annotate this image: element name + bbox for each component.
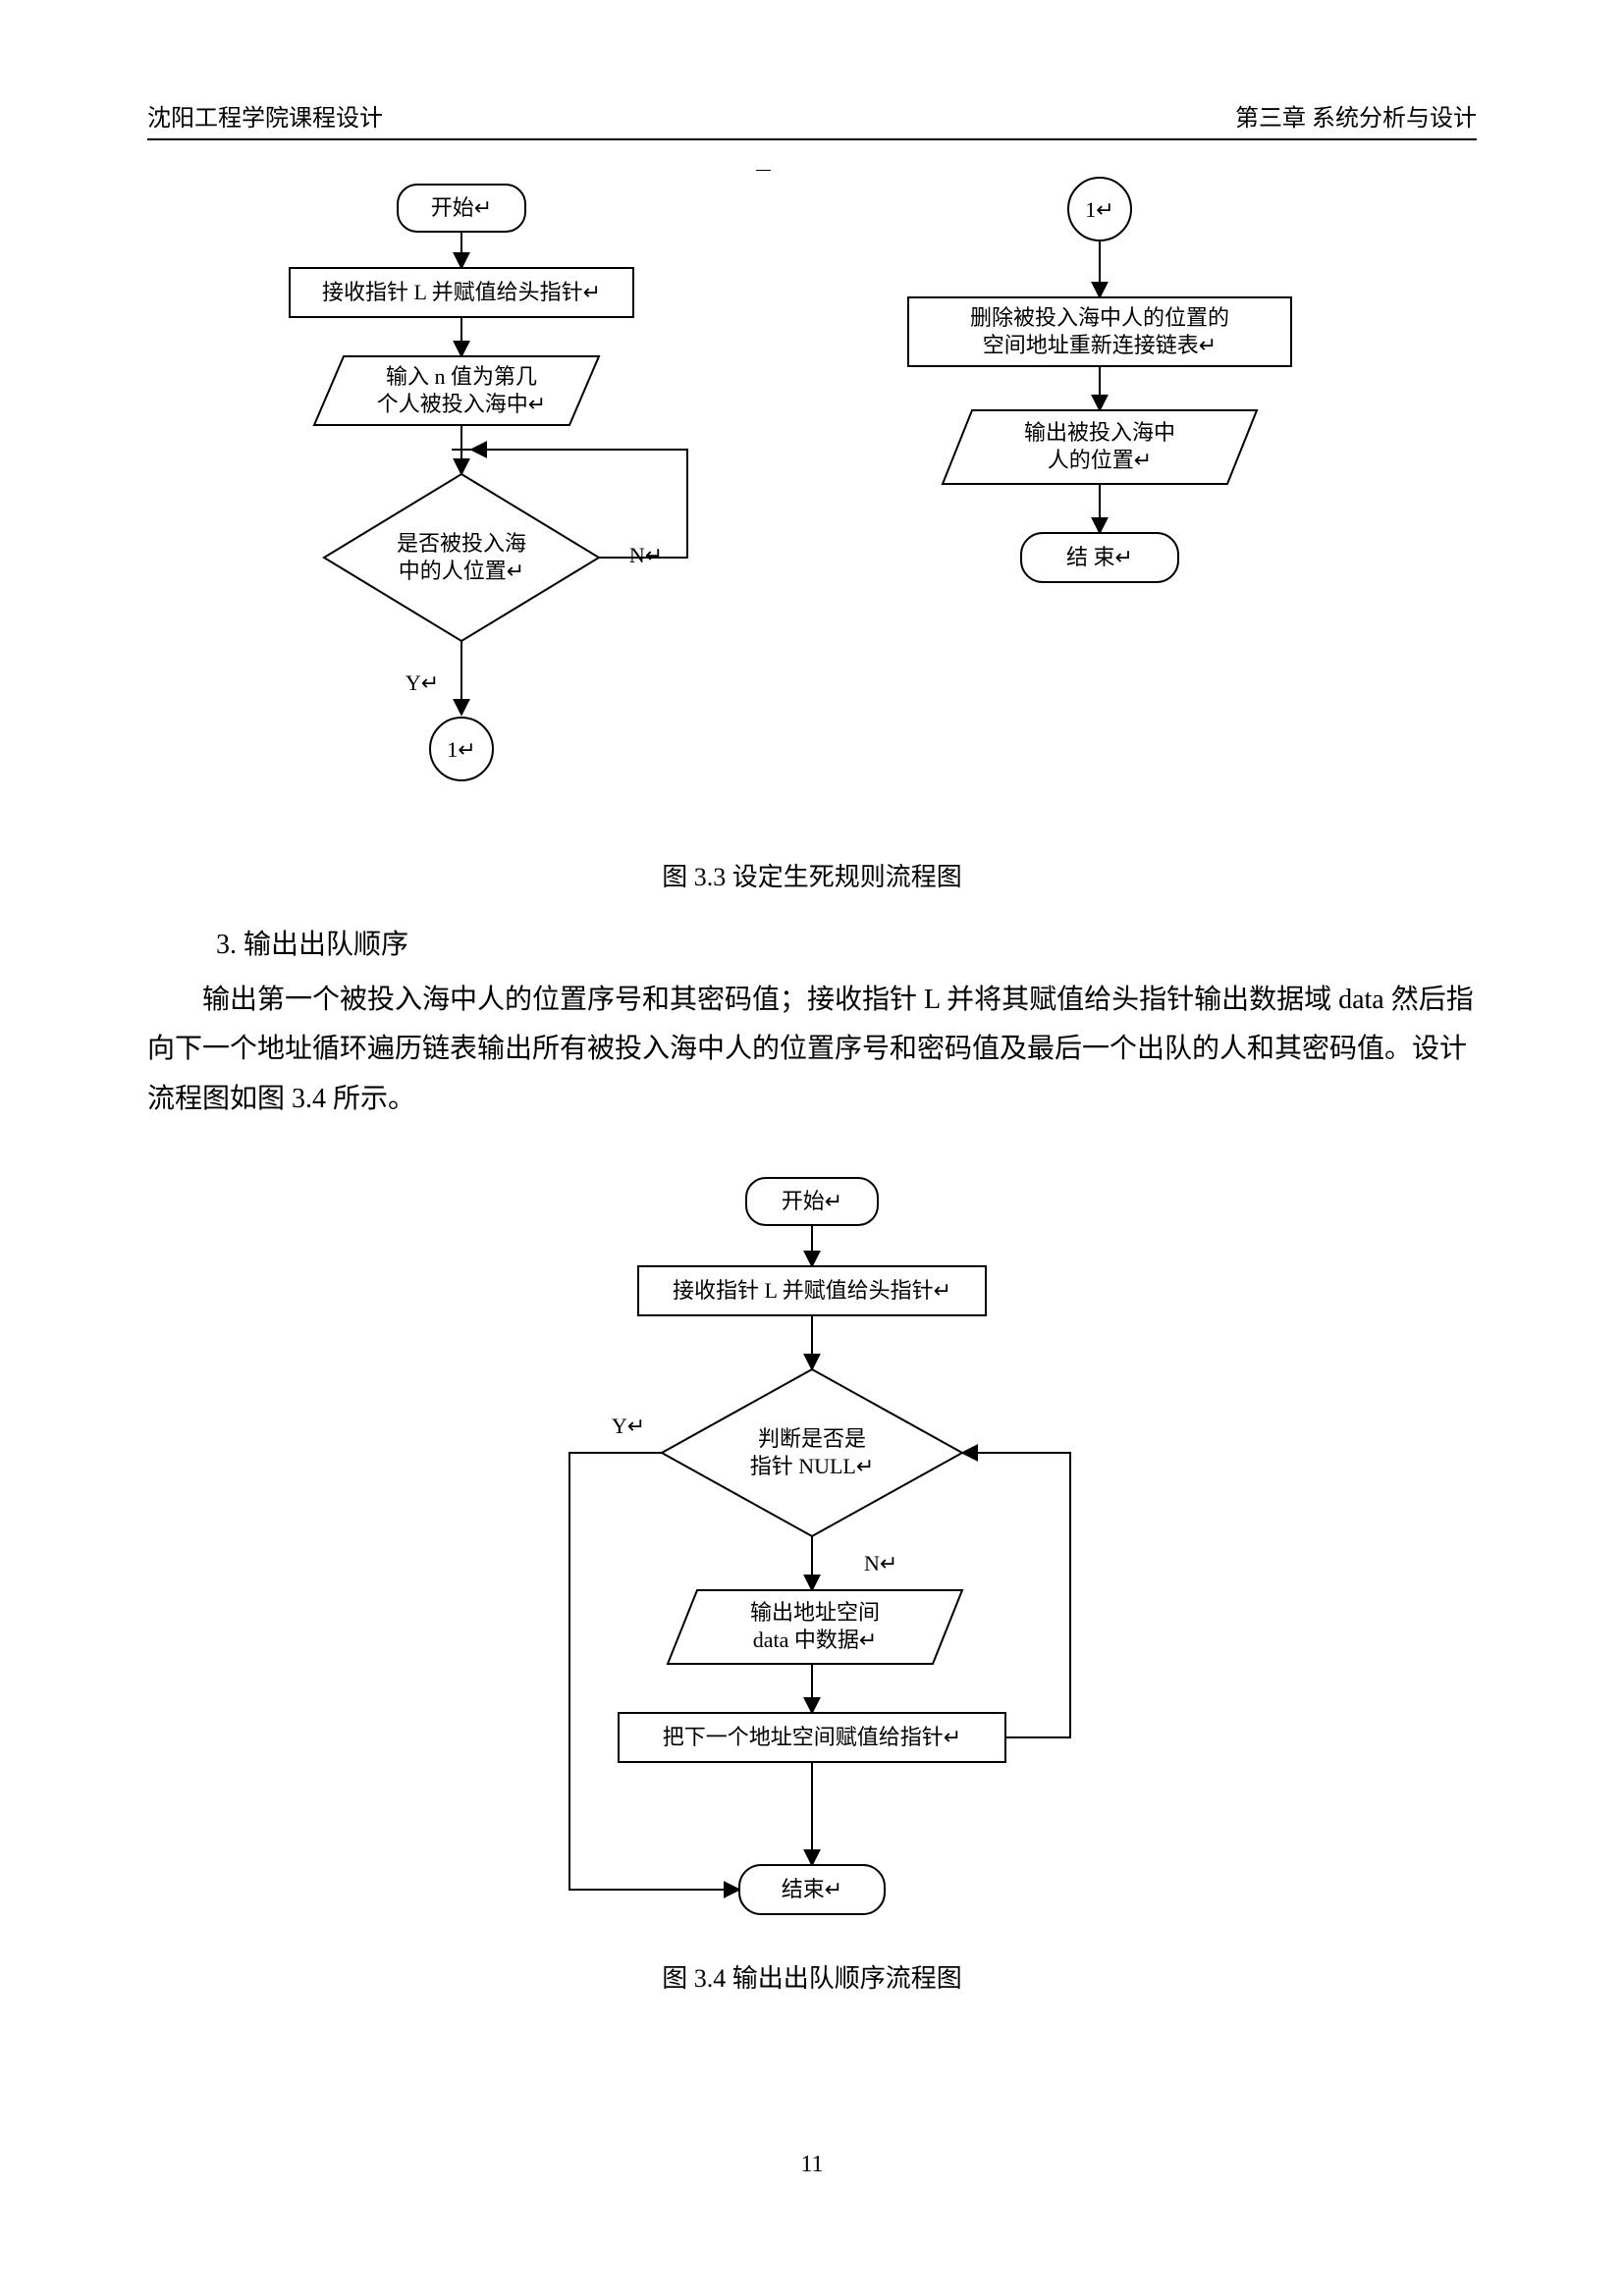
header-right: 第三章 系统分析与设计 <box>1235 98 1477 133</box>
svg-text:N↵: N↵ <box>864 1551 897 1575</box>
page-number: 11 <box>0 2152 1624 2178</box>
svg-text:开始↵: 开始↵ <box>782 1189 842 1213</box>
svg-text:把下一个地址空间赋值给指针↵: 把下一个地址空间赋值给指针↵ <box>663 1725 961 1749</box>
svg-text:N↵: N↵ <box>629 543 663 567</box>
svg-text:接收指针 L 并赋值给头指针↵: 接收指针 L 并赋值给头指针↵ <box>673 1278 951 1303</box>
svg-text:删除被投入海中人的位置的: 删除被投入海中人的位置的 <box>970 305 1229 330</box>
svg-text:结 束↵: 结 束↵ <box>1066 545 1133 569</box>
svg-text:中的人位置↵: 中的人位置↵ <box>399 559 524 583</box>
header-left: 沈阳工程学院课程设计 <box>147 98 383 133</box>
figure-3-3-caption: 图 3.3 设定生死规则流程图 <box>147 857 1477 893</box>
figure-3-4: 开始↵ 接收指针 L 并赋值给头指针↵ 判断是否是 指针 NULL↵ Y↵ N↵… <box>147 1163 1477 1939</box>
svg-text:输出被投入海中: 输出被投入海中 <box>1024 420 1175 445</box>
section-3-head: 3. 输出出队顺序 <box>216 923 1477 962</box>
svg-text:1↵: 1↵ <box>447 737 475 762</box>
svg-text:是否被投入海: 是否被投入海 <box>397 531 526 556</box>
figure-3-3: 开始↵ 接收指针 L 并赋值给头指针↵ 输入 n 值为第几 个人被投入海中↵ 是… <box>147 170 1477 837</box>
svg-text:输出地址空间: 输出地址空间 <box>750 1600 880 1625</box>
svg-text:输入 n 值为第几: 输入 n 值为第几 <box>386 364 537 389</box>
svg-text:Y↵: Y↵ <box>406 670 439 695</box>
svg-text:人的位置↵: 人的位置↵ <box>1048 448 1152 472</box>
page-header: 沈阳工程学院课程设计 第三章 系统分析与设计 <box>147 98 1477 140</box>
svg-text:开始↵: 开始↵ <box>431 195 492 220</box>
svg-text:空间地址重新连接链表↵: 空间地址重新连接链表↵ <box>983 333 1217 357</box>
section-3-para: 输出第一个被投入海中人的位置序号和其密码值；接收指针 L 并将其赋值给头指针输出… <box>147 976 1477 1124</box>
svg-text:Y↵: Y↵ <box>612 1414 645 1438</box>
svg-text:data 中数据↵: data 中数据↵ <box>753 1628 878 1652</box>
svg-text:指针 NULL↵: 指针 NULL↵ <box>750 1454 875 1478</box>
svg-text:1↵: 1↵ <box>1085 197 1113 222</box>
figure-3-4-caption: 图 3.4 输出出队顺序流程图 <box>147 1958 1477 1995</box>
svg-text:判断是否是: 判断是否是 <box>758 1426 866 1451</box>
svg-text:结束↵: 结束↵ <box>782 1877 842 1901</box>
svg-text:接收指针 L 并赋值给头指针↵: 接收指针 L 并赋值给头指针↵ <box>322 280 601 304</box>
svg-text:个人被投入海中↵: 个人被投入海中↵ <box>377 392 546 416</box>
